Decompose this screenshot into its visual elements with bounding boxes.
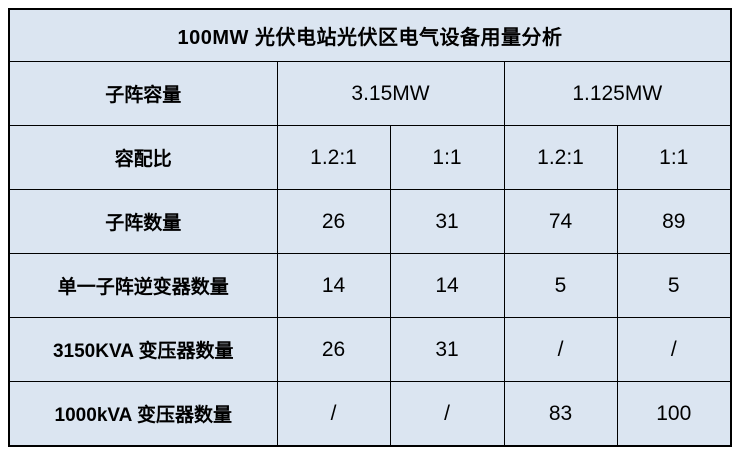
value-cell: 26: [276, 189, 391, 254]
value-cell: 14: [276, 253, 391, 318]
value-cell: 89: [616, 189, 732, 254]
value-cell: 1:1: [389, 125, 505, 190]
value-cell: 14: [389, 253, 505, 318]
table-row-inverter-count: 单一子阵逆变器数量 14 14 5 5: [8, 253, 732, 318]
row-label-inverter-count: 单一子阵逆变器数量: [8, 253, 278, 318]
row-label-transformer-3150kva: 3150KVA 变压器数量: [8, 317, 278, 382]
value-cell: 74: [503, 189, 618, 254]
value-cell: 1.2:1: [503, 125, 618, 190]
value-cell-capacity-1-125mw: 1.125MW: [503, 61, 732, 126]
row-label-capacity-ratio: 容配比: [8, 125, 278, 190]
table-row-capacity-ratio: 容配比 1.2:1 1:1 1.2:1 1:1: [8, 125, 732, 190]
value-cell: 31: [389, 317, 505, 382]
value-cell: 83: [503, 381, 618, 447]
value-cell: /: [503, 317, 618, 382]
value-cell: 1:1: [616, 125, 732, 190]
table-row-subarray-count: 子阵数量 26 31 74 89: [8, 189, 732, 254]
equipment-usage-table: 100MW 光伏电站光伏区电气设备用量分析 子阵容量 3.15MW 1.125M…: [8, 8, 733, 447]
value-cell: /: [276, 381, 391, 447]
value-cell: /: [389, 381, 505, 447]
value-cell: 5: [616, 253, 732, 318]
value-cell: /: [616, 317, 732, 382]
row-label-transformer-1000kva: 1000kVA 变压器数量: [8, 381, 278, 447]
table-row-subarray-capacity: 子阵容量 3.15MW 1.125MW: [8, 61, 732, 126]
value-cell: 5: [503, 253, 618, 318]
row-label-subarray-capacity: 子阵容量: [8, 61, 278, 126]
value-cell: 1.2:1: [276, 125, 391, 190]
value-cell: 100: [616, 381, 732, 447]
value-cell-capacity-3-15mw: 3.15MW: [276, 61, 505, 126]
table-row-transformer-3150kva: 3150KVA 变压器数量 26 31 / /: [8, 317, 732, 382]
table-row-transformer-1000kva: 1000kVA 变压器数量 / / 83 100: [8, 381, 732, 447]
row-label-subarray-count: 子阵数量: [8, 189, 278, 254]
value-cell: 26: [276, 317, 391, 382]
table-row-title: 100MW 光伏电站光伏区电气设备用量分析: [8, 8, 732, 62]
table-title: 100MW 光伏电站光伏区电气设备用量分析: [8, 8, 732, 62]
value-cell: 31: [389, 189, 505, 254]
